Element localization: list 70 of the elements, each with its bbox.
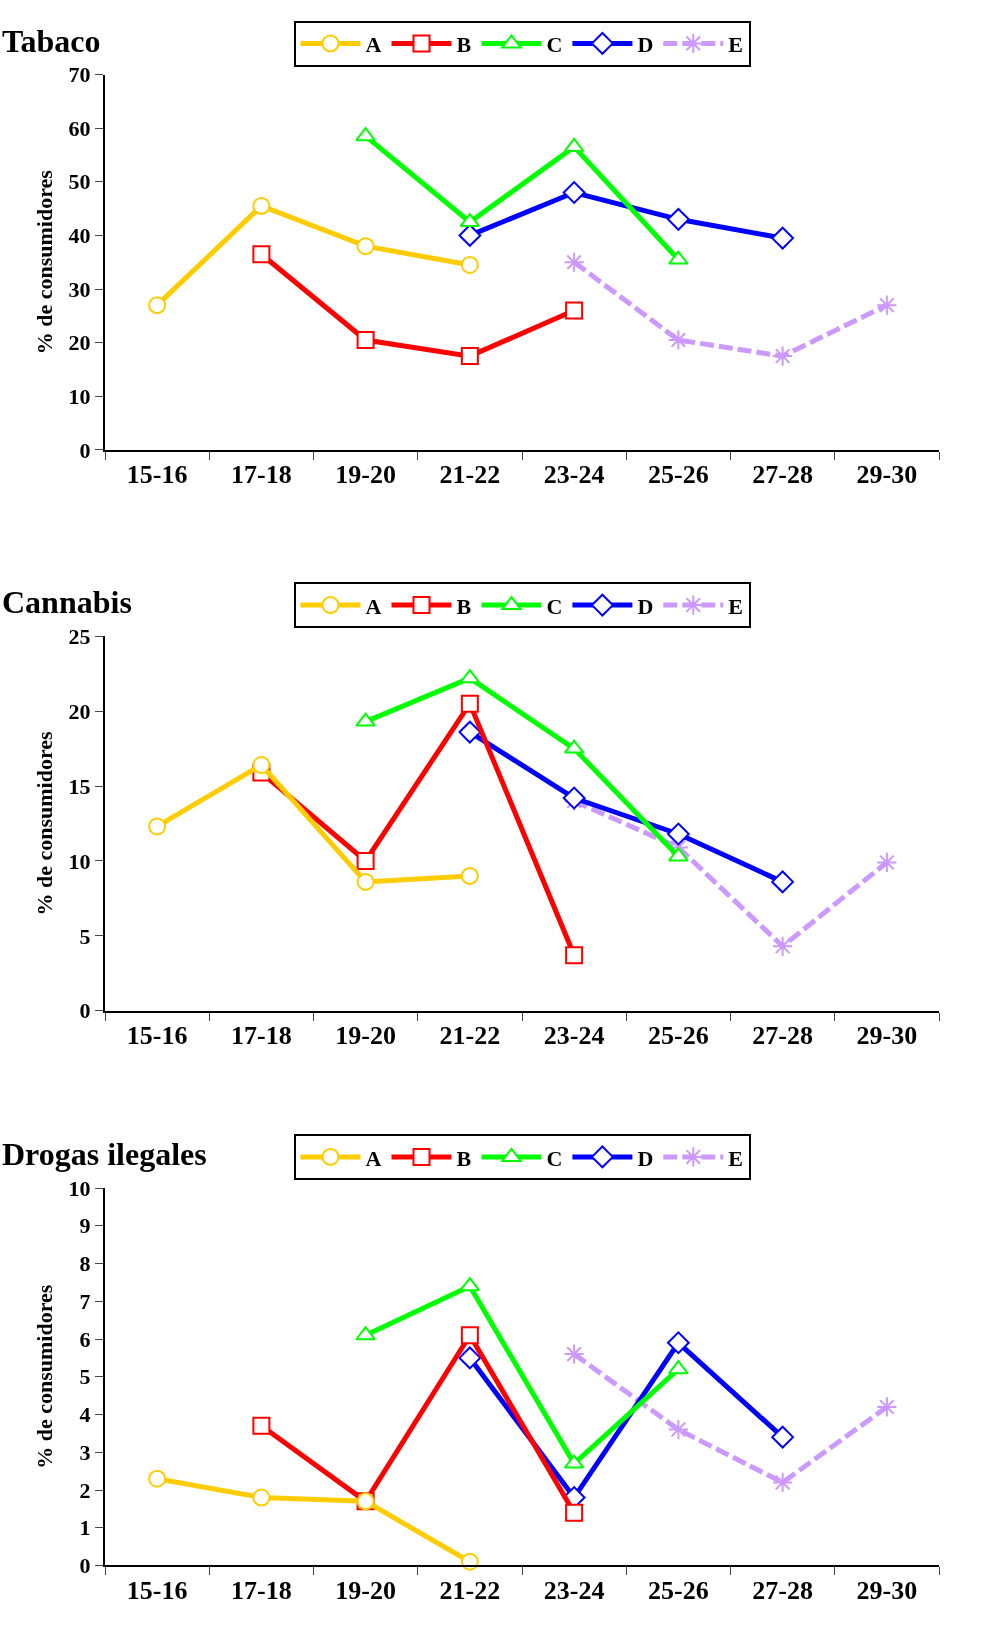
y-tick-label: 30 [68, 276, 91, 302]
x-tick-label: 23-24 [543, 460, 605, 490]
legend-label: C [546, 593, 563, 619]
y-axis-title: % de consumidores [31, 1284, 57, 1469]
legend-label: B [456, 1145, 472, 1171]
x-tick-label: 15-16 [126, 1575, 188, 1605]
y-tick-label: 6 [79, 1326, 91, 1352]
legend-label: C [546, 31, 563, 57]
x-tick-label: 19-20 [335, 1575, 396, 1605]
chart-title: Cannabis [2, 584, 132, 620]
y-tick-label: 10 [68, 1175, 91, 1201]
legend-label: D [637, 1145, 654, 1171]
x-tick-label: 27-28 [752, 1020, 813, 1050]
y-tick-label: 8 [79, 1251, 91, 1277]
legend-label: A [365, 31, 382, 57]
legend-label: A [365, 593, 382, 619]
y-tick-label: 5 [79, 923, 91, 949]
y-tick-label: 20 [68, 330, 91, 356]
y-tick-label: 40 [68, 223, 91, 249]
chart-title: Tabaco [2, 23, 101, 59]
chart-title: Drogas ilegales [2, 1136, 207, 1172]
y-tick-label: 3 [79, 1439, 91, 1465]
y-tick-label: 50 [68, 169, 91, 195]
x-tick-label: 21-22 [439, 1020, 501, 1050]
y-tick-label: 25 [68, 623, 91, 649]
legend-label: D [637, 31, 654, 57]
x-tick-label: 15-16 [126, 460, 188, 490]
legend-label: E [728, 593, 743, 619]
x-tick-label: 29-30 [856, 460, 918, 490]
x-tick-label: 27-28 [752, 1575, 813, 1605]
y-tick-label: 0 [79, 437, 91, 463]
x-tick-label: 19-20 [335, 460, 396, 490]
legend-label: B [456, 593, 472, 619]
x-tick-label: 29-30 [856, 1020, 918, 1050]
y-tick-label: 1 [79, 1515, 91, 1541]
y-tick-label: 10 [68, 384, 91, 410]
y-tick-label: 60 [68, 115, 91, 141]
x-tick-label: 25-26 [648, 460, 709, 490]
x-tick-label: 23-24 [543, 1020, 605, 1050]
y-tick-label: 70 [68, 62, 91, 88]
x-tick-label: 21-22 [439, 460, 501, 490]
legend-label: E [728, 31, 743, 57]
x-tick-label: 25-26 [648, 1020, 709, 1050]
x-tick-label: 17-18 [231, 460, 292, 490]
x-tick-label: 29-30 [856, 1575, 918, 1605]
x-tick-label: 17-18 [231, 1020, 292, 1050]
legend-label: C [546, 1145, 563, 1171]
y-tick-label: 10 [68, 848, 91, 874]
x-tick-label: 15-16 [126, 1020, 188, 1050]
x-tick-label: 25-26 [648, 1575, 709, 1605]
y-axis-title: % de consumidores [31, 169, 57, 355]
y-tick-label: 0 [79, 998, 91, 1024]
y-tick-label: 7 [79, 1288, 91, 1314]
legend-label: D [637, 593, 654, 619]
y-tick-label: 4 [79, 1402, 91, 1428]
y-tick-label: 20 [68, 698, 91, 724]
y-tick-label: 2 [79, 1477, 91, 1503]
y-tick-label: 9 [79, 1213, 91, 1239]
legend-label: B [456, 31, 472, 57]
x-tick-label: 23-24 [543, 1575, 605, 1605]
x-tick-label: 17-18 [231, 1575, 292, 1605]
x-tick-label: 19-20 [335, 1020, 396, 1050]
x-tick-label: 27-28 [752, 460, 813, 490]
y-tick-label: 5 [79, 1364, 91, 1390]
y-tick-label: 0 [79, 1553, 91, 1579]
legend-label: A [365, 1145, 382, 1171]
y-tick-label: 15 [68, 773, 91, 799]
legend-label: E [728, 1145, 743, 1171]
x-tick-label: 21-22 [439, 1575, 501, 1605]
y-axis-title: % de consumidores [31, 730, 57, 916]
